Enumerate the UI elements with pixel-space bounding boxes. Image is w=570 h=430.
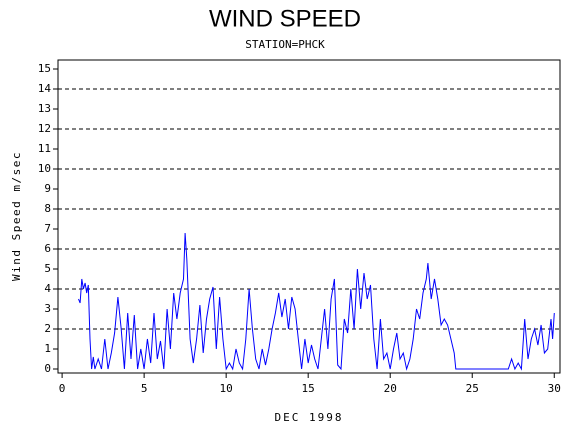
- x-tick-label: 10: [220, 382, 233, 395]
- y-tick-label: 14: [38, 82, 52, 95]
- x-tick-label: 20: [384, 382, 397, 395]
- x-tick-label: 30: [548, 382, 561, 395]
- y-axis-label: Wind Speed m/sec: [10, 151, 23, 281]
- y-tick-label: 0: [44, 362, 51, 375]
- y-tick-label: 4: [44, 282, 51, 295]
- plot-frame: [57, 59, 561, 374]
- y-tick-label: 5: [44, 262, 51, 275]
- y-tick-label: 15: [38, 62, 51, 75]
- y-tick-label: 11: [38, 142, 51, 155]
- y-tick-label: 1: [44, 342, 51, 355]
- y-tick-label: 8: [44, 202, 51, 215]
- y-tick-label: 2: [44, 322, 51, 335]
- y-tick-label: 9: [44, 182, 51, 195]
- data-line: [78, 232, 555, 371]
- x-tick-label: 25: [466, 382, 479, 395]
- y-tick-label: 7: [44, 222, 51, 235]
- y-tick-label: 3: [44, 302, 51, 315]
- chart-subtitle: STATION=PHCK: [245, 38, 325, 51]
- chart-title: WIND SPEED: [209, 5, 361, 32]
- x-tick-label: 0: [59, 382, 66, 395]
- x-axis-label: DEC 1998: [275, 411, 344, 424]
- y-tick-label: 12: [38, 122, 51, 135]
- x-tick-label: 15: [302, 382, 315, 395]
- y-tick-label: 10: [38, 162, 51, 175]
- y-tick-label: 6: [44, 242, 51, 255]
- x-tick-label: 5: [141, 382, 148, 395]
- y-tick-label: 13: [38, 102, 51, 115]
